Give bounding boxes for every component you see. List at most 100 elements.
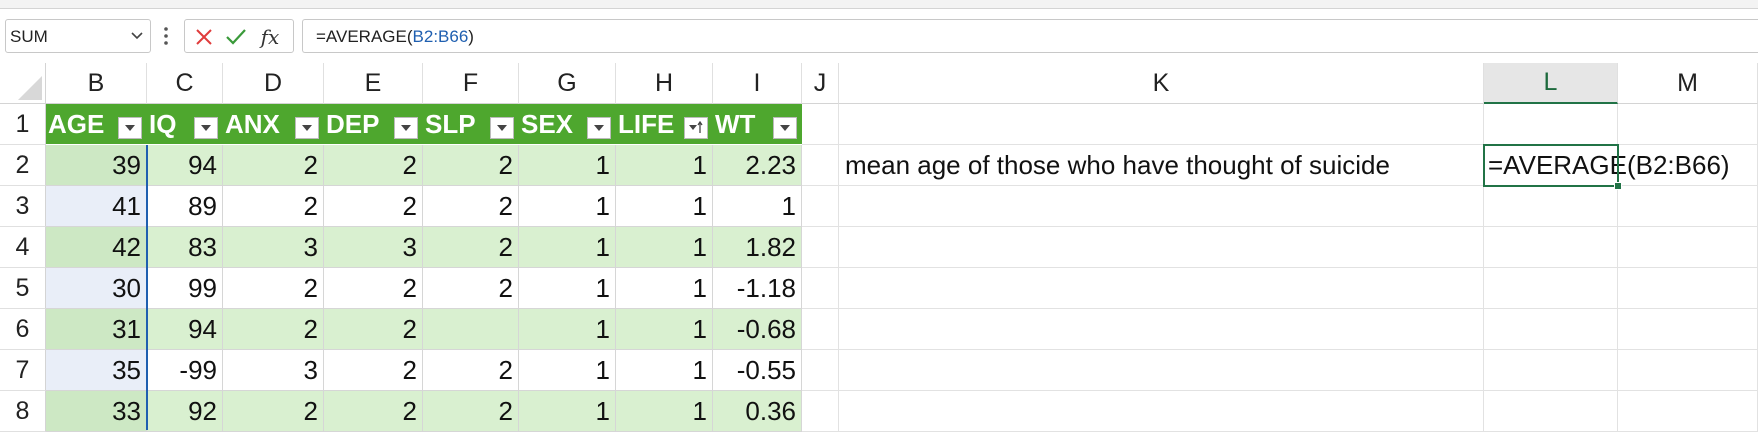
column-header-e[interactable]: E (324, 63, 423, 104)
empty-cell[interactable] (1618, 391, 1758, 432)
empty-cell[interactable] (1618, 268, 1758, 309)
row-header-4[interactable]: 4 (0, 227, 46, 268)
table-cell[interactable]: 2 (423, 186, 519, 227)
empty-cell[interactable] (839, 227, 1484, 268)
empty-cell[interactable] (1484, 268, 1618, 309)
formula-input[interactable]: =AVERAGE(B2:B66) (302, 19, 1758, 53)
table-cell[interactable]: 83 (147, 227, 223, 268)
column-header-d[interactable]: D (223, 63, 324, 104)
table-cell[interactable]: 2 (223, 309, 324, 350)
more-options-icon[interactable] (163, 26, 169, 46)
table-cell[interactable]: 30 (46, 268, 147, 309)
empty-cell[interactable] (1484, 145, 1618, 186)
fill-handle[interactable] (1614, 182, 1622, 190)
name-box[interactable]: SUM (5, 19, 151, 53)
table-cell[interactable]: 2 (324, 145, 423, 186)
row-header-5[interactable]: 5 (0, 268, 46, 309)
table-cell[interactable]: 1 (519, 186, 616, 227)
table-cell[interactable]: -1.18 (713, 268, 802, 309)
table-cell[interactable]: 94 (147, 145, 223, 186)
table-cell[interactable]: 2 (423, 268, 519, 309)
select-all-corner[interactable] (0, 63, 46, 104)
table-cell[interactable]: 1 (616, 309, 713, 350)
table-cell[interactable]: 3 (223, 350, 324, 391)
table-cell[interactable]: 2 (223, 268, 324, 309)
table-cell[interactable]: 35 (46, 350, 147, 391)
x-icon[interactable] (193, 26, 215, 48)
row-header-2[interactable]: 2 (0, 145, 46, 186)
filter-dropdown-icon[interactable] (587, 117, 611, 139)
table-cell[interactable]: 92 (147, 391, 223, 432)
empty-cell[interactable] (1484, 309, 1618, 350)
table-header-wt[interactable]: WT (713, 104, 802, 145)
table-cell[interactable]: 1 (519, 268, 616, 309)
empty-cell[interactable] (802, 104, 839, 145)
row-header-7[interactable]: 7 (0, 350, 46, 391)
table-cell[interactable]: 1 (519, 145, 616, 186)
empty-cell[interactable] (839, 350, 1484, 391)
table-header-anx[interactable]: ANX (223, 104, 324, 145)
table-cell[interactable]: 2.23 (713, 145, 802, 186)
column-header-f[interactable]: F (423, 63, 519, 104)
table-cell[interactable]: 39 (46, 145, 147, 186)
table-cell[interactable]: 2 (423, 350, 519, 391)
table-cell[interactable]: 33 (46, 391, 147, 432)
table-cell[interactable]: 2 (223, 145, 324, 186)
table-cell[interactable]: -99 (147, 350, 223, 391)
table-cell[interactable]: 1 (519, 227, 616, 268)
empty-cell[interactable] (839, 104, 1484, 145)
empty-cell[interactable] (1618, 227, 1758, 268)
column-header-h[interactable]: H (616, 63, 713, 104)
empty-cell[interactable] (1618, 350, 1758, 391)
sort-filter-icon[interactable] (684, 117, 708, 139)
table-header-dep[interactable]: DEP (324, 104, 423, 145)
empty-cell[interactable] (1484, 350, 1618, 391)
table-cell[interactable]: 1 (616, 391, 713, 432)
table-cell[interactable]: 2 (223, 186, 324, 227)
empty-cell[interactable] (1618, 145, 1758, 186)
table-cell[interactable]: 2 (324, 268, 423, 309)
table-cell[interactable]: 42 (46, 227, 147, 268)
column-header-m[interactable]: M (1618, 63, 1758, 104)
filter-dropdown-icon[interactable] (773, 117, 797, 139)
table-cell[interactable]: 2 (423, 391, 519, 432)
filter-dropdown-icon[interactable] (295, 117, 319, 139)
table-cell[interactable]: 2 (324, 186, 423, 227)
empty-cell[interactable] (839, 309, 1484, 350)
filter-dropdown-icon[interactable] (118, 117, 142, 139)
column-header-j[interactable]: J (802, 63, 839, 104)
chevron-down-icon[interactable] (130, 28, 144, 42)
column-header-l[interactable]: L (1484, 63, 1618, 104)
row-header-8[interactable]: 8 (0, 391, 46, 432)
check-icon[interactable] (225, 26, 247, 48)
table-cell[interactable]: 3 (324, 227, 423, 268)
row-header-1[interactable]: 1 (0, 104, 46, 145)
empty-cell[interactable] (802, 268, 839, 309)
column-header-g[interactable]: G (519, 63, 616, 104)
empty-cell[interactable] (1484, 227, 1618, 268)
table-cell[interactable]: 1 (519, 391, 616, 432)
table-header-sex[interactable]: SEX (519, 104, 616, 145)
empty-cell[interactable] (802, 309, 839, 350)
table-cell[interactable]: 2 (423, 227, 519, 268)
empty-cell[interactable] (802, 145, 839, 186)
empty-cell[interactable] (802, 391, 839, 432)
table-cell[interactable]: 1 (616, 268, 713, 309)
cell-l2-formula[interactable]: =AVERAGE(B2:B66) (1488, 150, 1730, 180)
table-cell[interactable] (423, 309, 519, 350)
table-cell[interactable]: 1 (616, 145, 713, 186)
table-cell[interactable]: 1 (616, 227, 713, 268)
filter-dropdown-icon[interactable] (490, 117, 514, 139)
table-cell[interactable]: 3 (223, 227, 324, 268)
empty-cell[interactable] (1618, 186, 1758, 227)
table-cell[interactable]: -0.68 (713, 309, 802, 350)
table-cell[interactable]: 31 (46, 309, 147, 350)
cell-k2[interactable]: mean age of those who have thought of su… (845, 150, 1390, 180)
table-header-slp[interactable]: SLP (423, 104, 519, 145)
table-cell[interactable]: 2 (324, 391, 423, 432)
empty-cell[interactable] (839, 186, 1484, 227)
table-cell[interactable]: 1 (519, 309, 616, 350)
table-cell[interactable]: 89 (147, 186, 223, 227)
table-cell[interactable]: 2 (324, 350, 423, 391)
table-cell[interactable]: 2 (423, 145, 519, 186)
